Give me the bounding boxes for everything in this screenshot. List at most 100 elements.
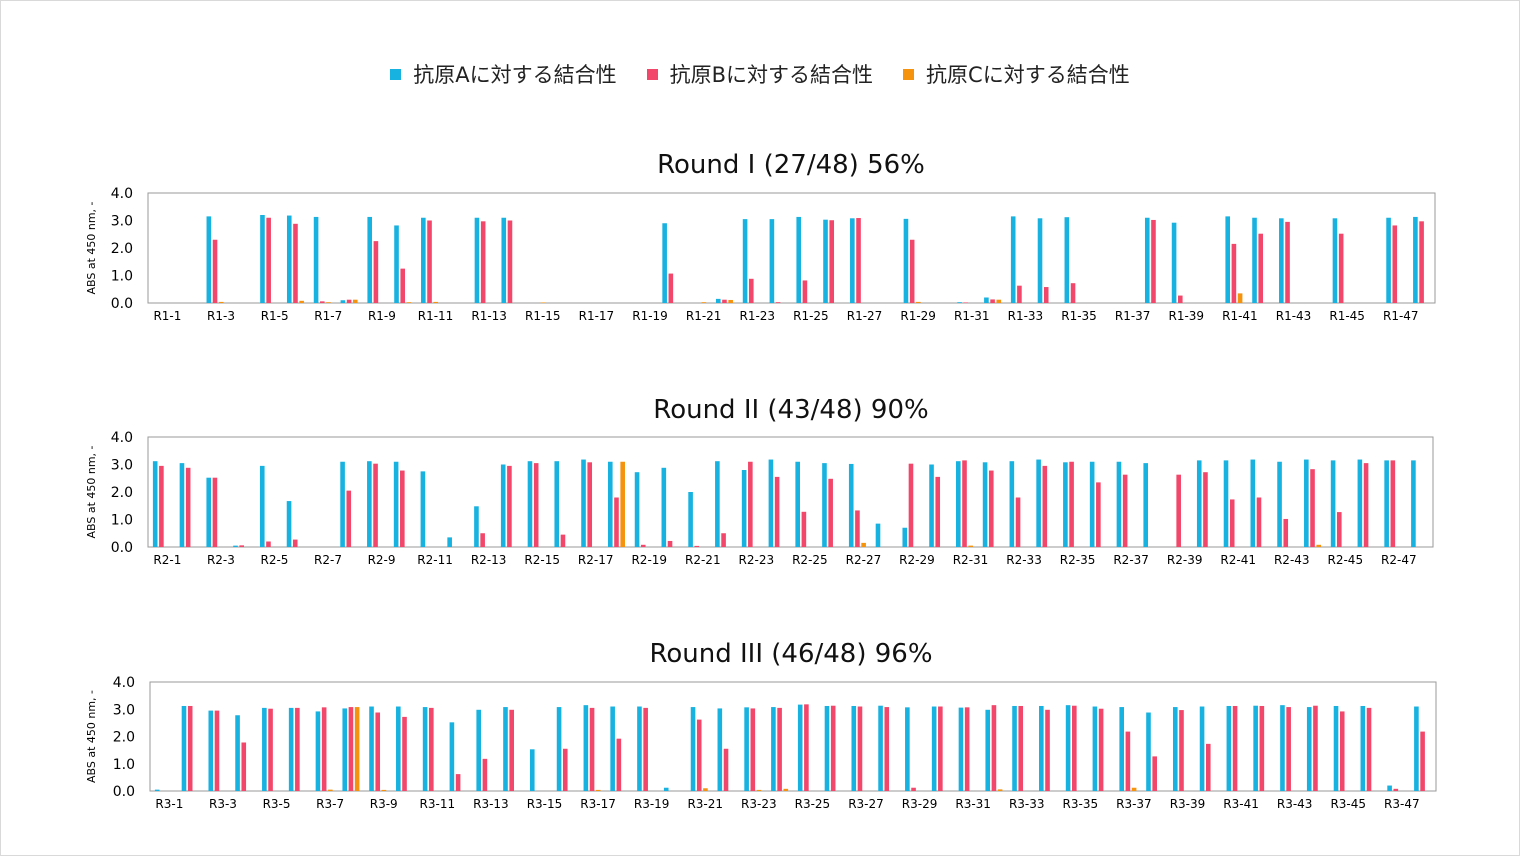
bar-a	[982, 462, 988, 547]
bar-b	[375, 712, 381, 791]
plot-area-2	[147, 436, 1434, 548]
bar-b	[1366, 707, 1372, 791]
bar-b	[482, 758, 488, 791]
bar-c	[326, 302, 331, 303]
bar-a	[396, 706, 401, 791]
bar-b	[722, 299, 727, 303]
bar-b	[908, 463, 914, 547]
bar-b	[857, 706, 863, 791]
bar-a	[715, 298, 721, 304]
bar-c	[996, 299, 1002, 303]
bar-a	[556, 707, 562, 791]
bar-c	[701, 302, 707, 303]
x-category-label: R3-11	[420, 797, 456, 811]
x-category-label: R2-7	[314, 553, 342, 567]
bar-c	[354, 707, 360, 791]
bar-b	[1125, 731, 1131, 791]
x-category-label: R3-7	[316, 797, 344, 811]
bar-a	[1089, 461, 1095, 547]
bar-a	[1387, 785, 1392, 791]
bar-a	[1277, 461, 1282, 547]
bar-b	[1072, 705, 1077, 791]
x-category-label: R3-33	[1009, 797, 1045, 811]
bar-a	[394, 225, 399, 303]
bar-a	[1226, 705, 1232, 791]
bar-a	[717, 708, 723, 791]
bar-b	[400, 470, 405, 547]
y-axis-title: ABS at 450 nm, -	[85, 201, 98, 294]
bar-b	[292, 539, 298, 547]
x-category-label: R2-43	[1274, 553, 1310, 567]
bar-b	[830, 705, 836, 791]
bar-c	[728, 299, 733, 303]
bar-b	[640, 544, 646, 547]
bar-b	[614, 497, 619, 547]
bar-b	[911, 787, 916, 791]
bar-b	[856, 218, 861, 303]
bar-b	[990, 299, 995, 303]
bar-a	[1253, 705, 1258, 791]
bar-a	[476, 709, 481, 791]
bar-b	[964, 707, 970, 791]
x-category-label: R2-3	[207, 553, 235, 567]
bar-a	[1414, 706, 1419, 791]
bar-a	[1279, 218, 1284, 303]
x-category-label: R1-37	[1115, 309, 1151, 323]
x-category-label: R2-9	[368, 553, 396, 567]
bar-b	[1069, 461, 1074, 547]
bar-b	[935, 476, 941, 548]
x-category-label: R3-29	[902, 797, 938, 811]
legend-label-a: 抗原Aに対する結合性	[413, 63, 617, 87]
x-category-label: R2-37	[1113, 553, 1149, 567]
y-tick-label: 3.0	[113, 702, 135, 718]
bar-a	[634, 472, 640, 547]
bar-b	[750, 708, 756, 791]
x-category-label: R2-17	[578, 553, 614, 567]
y-tick-label: 4.0	[111, 186, 133, 202]
bar-a	[1196, 460, 1202, 548]
bar-c	[218, 301, 224, 303]
x-category-label: R3-19	[634, 797, 670, 811]
bar-b	[775, 302, 781, 303]
bar-a	[315, 711, 321, 791]
bar-a	[742, 219, 748, 304]
bar-a	[235, 715, 240, 791]
bar-b	[1392, 225, 1398, 303]
legend: 抗原Aに対する結合性 抗原Bに対する結合性 抗原Cに対する結合性	[0, 56, 1520, 92]
bar-b	[587, 462, 593, 547]
bar-b	[1045, 709, 1050, 791]
bar-b	[1070, 283, 1076, 303]
y-tick-label: 2.0	[113, 730, 135, 746]
bar-a	[554, 461, 560, 547]
x-category-label: R2-15	[524, 553, 560, 567]
bar-a	[474, 217, 480, 303]
bar-b	[963, 302, 969, 303]
bar-b	[616, 738, 622, 791]
bar-a	[1039, 705, 1044, 791]
x-category-label: R2-45	[1328, 553, 1364, 567]
bar-b	[748, 461, 753, 547]
bar-a	[500, 464, 506, 547]
bar-a	[181, 705, 187, 791]
bar-b	[829, 220, 835, 303]
bar-c	[968, 545, 974, 548]
x-category-label: R1-25	[793, 309, 829, 323]
x-category-label: R1-23	[739, 309, 775, 323]
bar-b	[159, 465, 164, 548]
bar-a	[902, 527, 908, 547]
bar-b	[1179, 710, 1184, 791]
bar-a	[662, 223, 667, 303]
bar-b	[373, 463, 378, 547]
x-category-label: R1-17	[579, 309, 615, 323]
bar-a	[661, 467, 667, 547]
x-category-label: R2-35	[1060, 553, 1096, 567]
bar-a	[1250, 459, 1256, 547]
bar-b	[1420, 731, 1425, 791]
bar-b	[1313, 705, 1318, 791]
bar-c	[328, 789, 333, 791]
bar-c	[620, 461, 625, 547]
bar-a	[529, 749, 535, 791]
y-tick-label: 3.0	[111, 458, 133, 474]
bar-b	[1177, 295, 1183, 303]
